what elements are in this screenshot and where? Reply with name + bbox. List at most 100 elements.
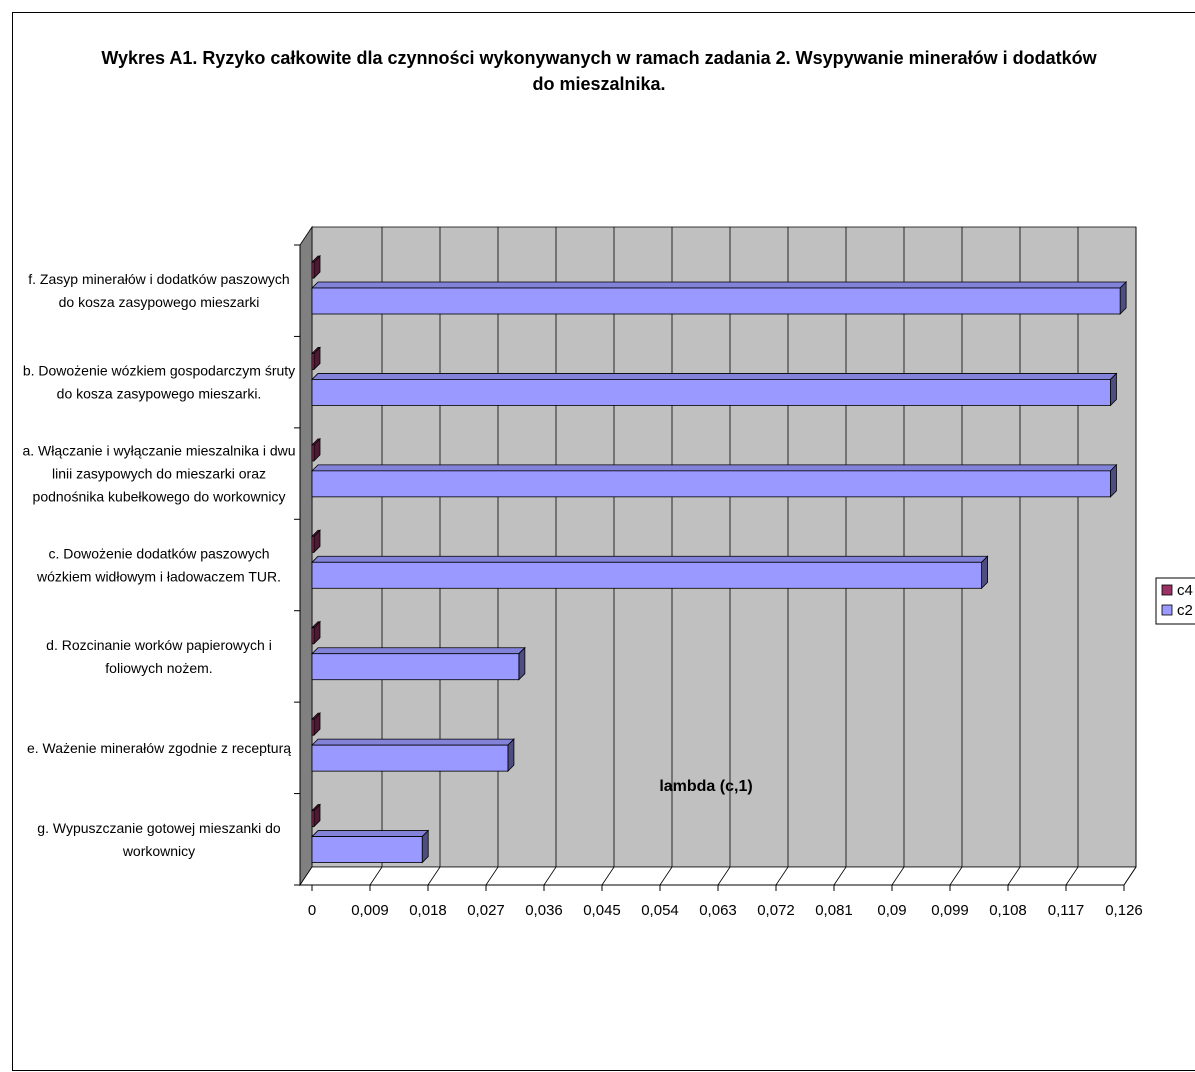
floor-gridline [543, 866, 557, 886]
x-axis-title: lambda (c,1) [659, 778, 752, 795]
category-label: d. Rozcinanie worków papierowych i [46, 637, 272, 653]
bar-c2-end [1110, 372, 1117, 407]
x-tick-label: 0,108 [989, 902, 1027, 919]
x-tick-label: 0,063 [699, 902, 737, 919]
x-tick-label: 0,126 [1105, 902, 1143, 919]
bar-c2-top [311, 647, 526, 655]
category-label: workownicy [122, 843, 195, 859]
bar-c4-front [311, 810, 315, 827]
chart-title: Wykres A1. Ryzyko całkowite dla czynnośc… [101, 48, 1097, 94]
bar-c2-top [311, 281, 1128, 289]
bar-c4-front [311, 627, 315, 645]
x-tick-label: 0 [308, 902, 316, 919]
x-tick-label: 0,009 [351, 902, 389, 919]
x-tick-label: 0,072 [757, 902, 795, 919]
bar-c2 [311, 463, 1118, 498]
floor-gridline [717, 866, 731, 886]
x-tick-label: 0,099 [931, 902, 969, 919]
bar-c4 [311, 437, 321, 462]
chart-title-line-2: do mieszalnika. [532, 74, 665, 94]
bar-c4 [311, 803, 321, 828]
bar-c2-top [311, 373, 1118, 380]
x-tick-label: 0,081 [815, 902, 853, 919]
floor-gridline [485, 866, 499, 886]
category-label: foliowych nożem. [105, 660, 212, 676]
floor-gridline [659, 866, 673, 886]
bar-c4 [311, 529, 321, 554]
bar-c2-front [311, 287, 1121, 315]
bar-c2 [311, 555, 989, 590]
x-tick-label: 0,018 [409, 902, 447, 919]
bar-c2-top [311, 555, 989, 563]
bar-c2 [311, 738, 515, 773]
floor-gridline [369, 866, 383, 886]
bar-c4-front [311, 444, 315, 462]
x-tick-labels: 0 0,009 0,018 0,027 0,036 0,045 0,054 0,063 0,07… [308, 902, 1143, 919]
floor-gridline [427, 866, 441, 886]
x-tick-label: 0,09 [877, 902, 906, 919]
bar-c2-front [311, 836, 423, 863]
x-tick-label: 0,027 [467, 902, 505, 919]
category-label: do kosza zasypowego mieszarki. [57, 386, 262, 402]
bar-c2-front [311, 379, 1111, 406]
x-tick-label: 0,054 [641, 902, 679, 919]
bar-c4 [311, 620, 321, 645]
legend-swatch-c2 [1161, 604, 1173, 616]
bar-c4 [311, 712, 321, 737]
bar-c2-end [421, 829, 429, 864]
bar-c2-top [311, 830, 430, 837]
axes [294, 244, 1125, 891]
bar-c2 [311, 829, 430, 864]
category-label: a. Włączanie i wyłączanie mieszalnika i … [22, 443, 295, 459]
bars [311, 255, 1128, 864]
floor-gridline [949, 866, 963, 886]
bar-c4 [311, 255, 321, 279]
bar-c2-top [311, 464, 1118, 472]
floor [299, 866, 1137, 886]
category-label: f. Zasyp minerałów i dodatków paszowych [28, 271, 289, 287]
bar-c4-front [311, 718, 315, 736]
floor-gridline [1007, 866, 1021, 886]
bar-c4 [311, 346, 321, 371]
bar-c2 [311, 646, 526, 681]
floor-gridline [1123, 866, 1137, 886]
bar-c2-front [311, 561, 982, 589]
bar-c4-front [311, 261, 315, 279]
legend-label-c4: c4 [1177, 582, 1193, 599]
category-labels: f. Zasyp minerałów i dodatków paszowych d… [22, 271, 295, 859]
x-tick-label: 0,036 [525, 902, 563, 919]
bar-c2-end [507, 738, 515, 773]
chart-title-line-1: Wykres A1. Ryzyko całkowite dla czynnośc… [101, 48, 1097, 68]
floor-gridline [601, 866, 615, 886]
bar-c2-top [311, 738, 515, 746]
floor-gridline [1065, 866, 1079, 886]
category-label: b. Dowożenie wózkiem gospodarczym śruty [23, 363, 295, 379]
bar-c2-end [981, 555, 988, 590]
category-label: linii zasypowych do mieszarki oraz [52, 466, 266, 482]
bar-c2-end [1119, 281, 1127, 315]
bar-c2-end [518, 646, 526, 681]
floor-gridline [891, 866, 905, 886]
bar-c2 [311, 372, 1118, 407]
chart-canvas: Wykres A1. Ryzyko całkowite dla czynnośc… [22, 48, 1195, 919]
category-label: g. Wypuszczanie gotowej mieszanki do [37, 820, 281, 836]
bar-c2 [311, 281, 1128, 315]
bar-c2-front [311, 470, 1111, 498]
legend-label-c2: c2 [1177, 602, 1193, 619]
bar-c2-front [311, 744, 509, 772]
category-label: e. Ważenie minerałów zgodnie z recepturą [27, 740, 291, 756]
category-label: c. Dowożenie dodatków paszowych [48, 546, 269, 562]
chart-frame: Wykres A1. Ryzyko całkowite dla czynnośc… [12, 12, 1195, 1071]
x-tick-label: 0,117 [1048, 902, 1084, 919]
bar-c2-end [1110, 463, 1117, 498]
bar-c4-front [311, 353, 315, 370]
legend-swatch-c4 [1161, 584, 1173, 596]
floor-gridline [833, 866, 847, 886]
bar-c2-front [311, 653, 520, 681]
side-wall [299, 225, 313, 887]
category-label: wózkiem widłowym i ładowaczem TUR. [36, 569, 281, 585]
floor-gridline [775, 866, 789, 886]
bar-c4-front [311, 535, 315, 553]
category-label: do kosza zasypowego mieszarki [59, 294, 260, 310]
